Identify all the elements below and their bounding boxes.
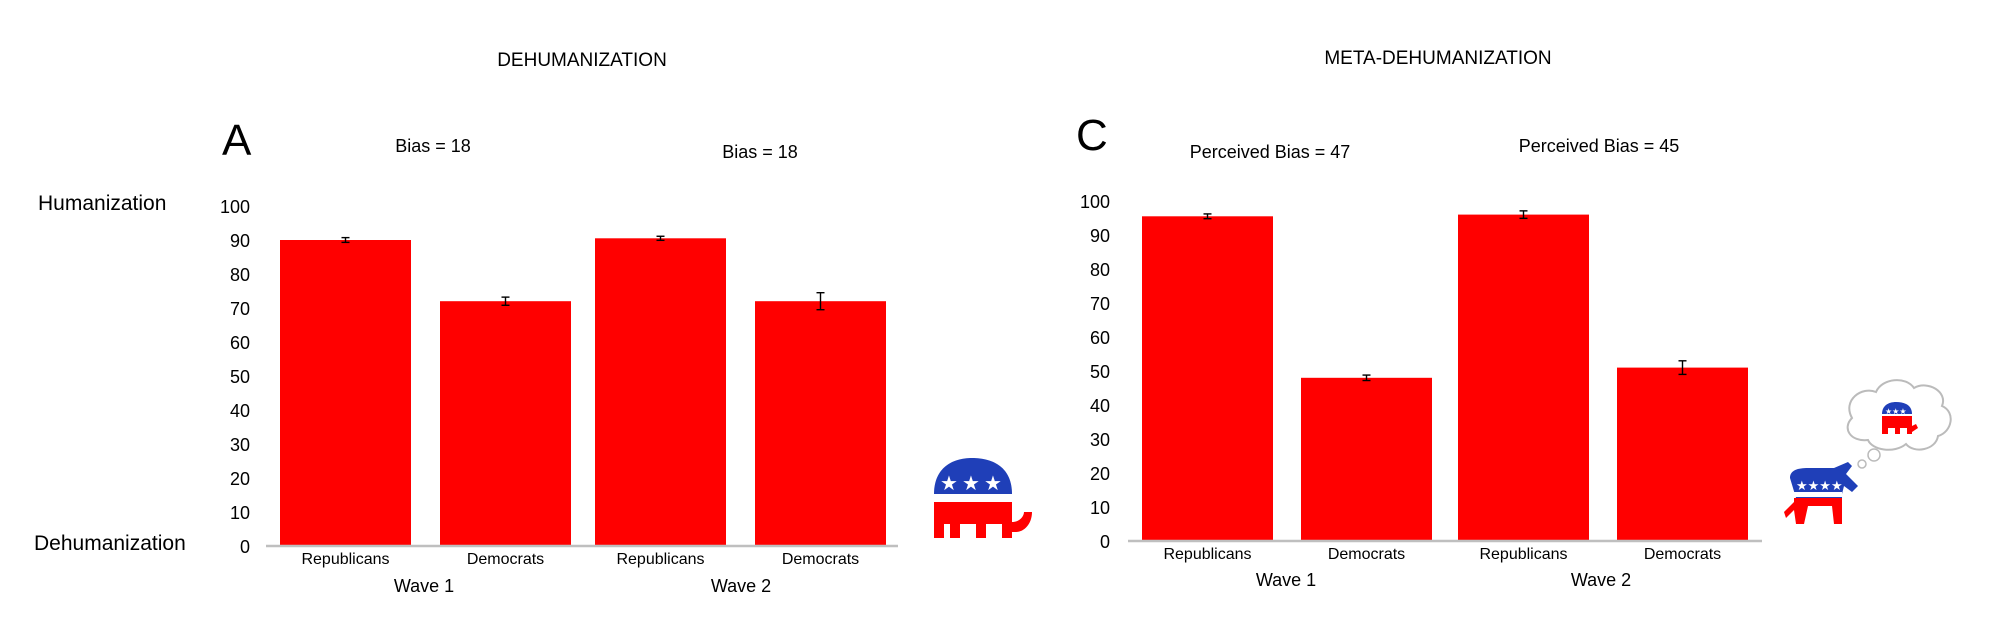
- y-tick-label: 30: [230, 435, 250, 455]
- chart-dehumanization: DEHUMANIZATION A 0 10 20 30 40 50 60 70 80 90 100 Rep…: [220, 50, 898, 596]
- group-label: Wave 2: [1571, 570, 1631, 590]
- svg-text:★: ★: [940, 471, 958, 495]
- dehumanization-label: Dehumanization: [34, 532, 186, 555]
- panel-letter: A: [222, 116, 252, 165]
- error-bar: [1362, 374, 1371, 382]
- category-label: Republicans: [1479, 546, 1567, 563]
- error-bar: [816, 292, 825, 311]
- error-bar: [1203, 213, 1212, 220]
- bias-annotation: Perceived Bias = 47: [1190, 142, 1351, 162]
- chart-title: DEHUMANIZATION: [497, 50, 667, 71]
- y-tick-label: 90: [1090, 226, 1110, 246]
- y-tick-label: 60: [1090, 328, 1110, 348]
- y-tick-label: 20: [1090, 464, 1110, 484]
- y-tick-label: 80: [230, 265, 250, 285]
- error-bar: [1678, 360, 1687, 376]
- bar: [440, 301, 571, 546]
- category-label: Republicans: [1163, 546, 1251, 563]
- category-label: Democrats: [782, 551, 859, 568]
- y-tick-label: 70: [230, 299, 250, 319]
- democrat-donkey-icon: ★★★★: [1784, 462, 1858, 524]
- category-label: Republicans: [616, 551, 704, 568]
- y-tick-label: 0: [240, 537, 250, 557]
- bar: [1458, 214, 1589, 541]
- svg-text:★★★★: ★★★★: [1796, 479, 1843, 494]
- humanization-label: Humanization: [38, 192, 166, 215]
- y-tick-label: 100: [220, 197, 250, 217]
- group-label: Wave 2: [711, 576, 771, 596]
- y-tick-label: 60: [230, 333, 250, 353]
- category-label: Republicans: [301, 551, 389, 568]
- y-tick-label: 70: [1090, 294, 1110, 314]
- bar: [1301, 377, 1432, 541]
- y-tick-label: 10: [230, 503, 250, 523]
- bar: [755, 301, 886, 546]
- group-label: Wave 1: [394, 576, 454, 596]
- category-label: Democrats: [467, 551, 544, 568]
- thought-bubble-icon: ★★★: [1846, 379, 1952, 469]
- bar: [595, 238, 726, 547]
- republican-elephant-icon: ★ ★ ★: [934, 458, 1032, 538]
- bias-annotation: Perceived Bias = 45: [1519, 136, 1680, 156]
- svg-text:★★★: ★★★: [1885, 407, 1907, 416]
- chart-title: META-DEHUMANIZATION: [1324, 48, 1551, 69]
- svg-text:★: ★: [962, 471, 980, 495]
- bar: [1142, 216, 1273, 542]
- bias-annotation: Bias = 18: [722, 142, 798, 162]
- y-tick-label: 50: [1090, 362, 1110, 382]
- error-bar: [501, 296, 510, 306]
- y-tick-label: 30: [1090, 430, 1110, 450]
- chart-meta-dehumanization: META-DEHUMANIZATION C 0 10 20 30 40 50 60 70 80 90 1…: [1076, 48, 1762, 590]
- y-tick-label: 50: [230, 367, 250, 387]
- category-label: Democrats: [1644, 546, 1721, 563]
- group-label: Wave 1: [1256, 570, 1316, 590]
- y-tick-label: 80: [1090, 260, 1110, 280]
- y-tick-label: 100: [1080, 192, 1110, 212]
- svg-text:★: ★: [984, 471, 1002, 495]
- error-bar: [1519, 210, 1528, 220]
- error-bar: [341, 236, 350, 244]
- y-tick-label: 40: [1090, 396, 1110, 416]
- y-tick-label: 40: [230, 401, 250, 421]
- error-bar: [656, 235, 665, 242]
- category-label: Democrats: [1328, 546, 1405, 563]
- bar: [280, 240, 411, 546]
- y-tick-label: 90: [230, 231, 250, 251]
- bias-annotation: Bias = 18: [395, 136, 471, 156]
- panel-letter: C: [1076, 111, 1108, 160]
- y-tick-label: 10: [1090, 498, 1110, 518]
- y-tick-label: 20: [230, 469, 250, 489]
- bar: [1617, 367, 1748, 541]
- y-tick-label: 0: [1100, 532, 1110, 552]
